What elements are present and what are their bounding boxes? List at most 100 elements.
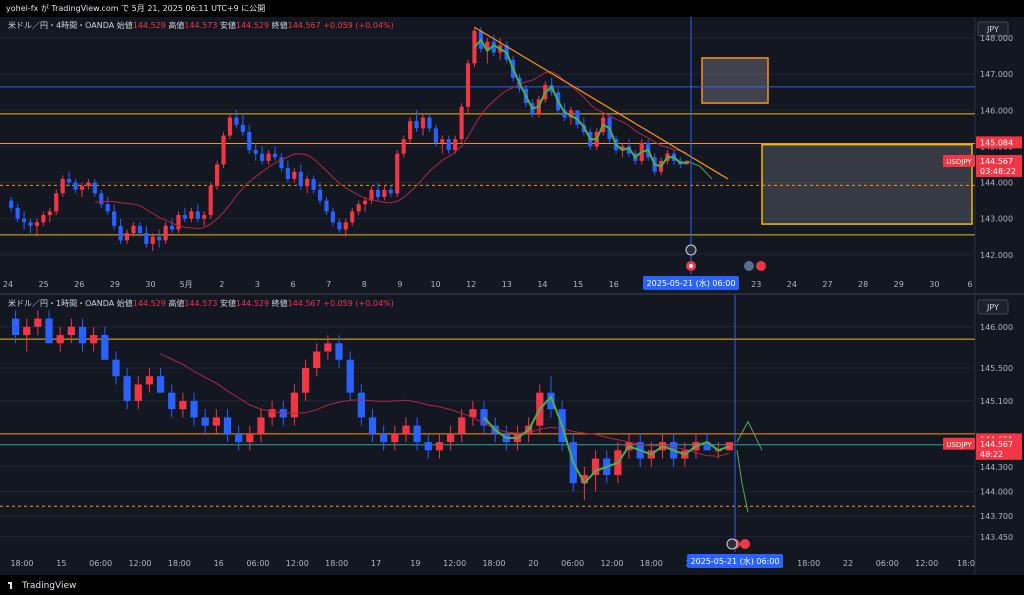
lightning-event-icon (685, 244, 697, 256)
time-tick-label: 22 (843, 559, 853, 568)
candle (60, 175, 65, 197)
candle-body (156, 376, 165, 393)
time-tick-label: 5月 (180, 280, 193, 289)
price-axis-background (975, 295, 1024, 552)
candle-body (292, 171, 297, 179)
level-price-label: 145.084 (980, 138, 1013, 147)
candle-body (472, 30, 477, 64)
candle (459, 103, 464, 143)
candle (212, 409, 220, 434)
price-tick-label: 145.100 (980, 397, 1013, 406)
candle-body (591, 458, 600, 476)
candle-body (92, 182, 97, 194)
candle (446, 135, 451, 154)
time-tick-label: 12 (466, 280, 476, 289)
candle-body (568, 110, 574, 118)
candle (208, 182, 213, 219)
candle (272, 146, 278, 161)
candle-body (202, 215, 207, 219)
candle (28, 218, 33, 234)
time-tick-label: 30 (929, 280, 939, 289)
candle (21, 211, 27, 230)
candle (279, 400, 287, 426)
candle-body (465, 63, 471, 107)
price-tick-label: 143.450 (980, 533, 1013, 542)
time-tick-label: 9 (397, 280, 402, 289)
time-axis-background (0, 274, 1024, 293)
candle-body (15, 207, 20, 219)
candle (150, 233, 155, 252)
crosshair-date-box (687, 554, 783, 568)
candle (266, 150, 271, 165)
candle-body (215, 164, 220, 187)
candle-body (223, 417, 232, 434)
moving-average-line (94, 71, 687, 230)
legend-text: 米ドル／円・4時間・OANDA 始値144.529 高値144.573 安値14… (8, 20, 394, 30)
countdown-label: 48:22 (980, 450, 1003, 459)
candle (215, 160, 220, 190)
candle (395, 150, 400, 197)
crosshair-date-label: 2025-05-21 (水) 06:00 (691, 556, 780, 566)
candle (235, 425, 243, 451)
pane-1[interactable]: 米ドル／円・4時間・OANDA 始値144.529 高値144.573 安値14… (0, 17, 1024, 293)
candle-body (391, 433, 399, 443)
candle-body (190, 400, 198, 418)
candle (382, 186, 387, 201)
candle (131, 222, 136, 237)
candle-body (28, 222, 33, 226)
time-tick-label: 14 (537, 280, 547, 289)
candle (112, 351, 120, 385)
candle-body (34, 222, 40, 226)
candle-body (144, 233, 149, 244)
price-tick-label: 146.000 (980, 323, 1013, 332)
candle (124, 229, 130, 244)
candle (414, 110, 419, 132)
pane-2[interactable]: 米ドル／円・1時間・OANDA 始値144.529 高値144.573 安値14… (0, 295, 1024, 575)
candle-body (311, 178, 316, 190)
candle (41, 211, 46, 226)
candle-body (285, 168, 290, 179)
candle (305, 175, 310, 194)
candle-body (253, 150, 258, 154)
last-price-label: 144.567 (980, 157, 1013, 166)
candle-body (290, 392, 299, 418)
time-tick-label: 24 (3, 280, 13, 289)
candle (67, 171, 72, 187)
candle-body (382, 189, 387, 197)
candle (324, 335, 332, 360)
candle-body (112, 359, 120, 377)
candle-body (195, 211, 200, 219)
candle (157, 229, 162, 248)
currency-box (977, 21, 1009, 37)
candle-body (137, 225, 142, 234)
candle-body (257, 417, 265, 434)
candle-body (118, 225, 123, 241)
candle-body (703, 442, 711, 451)
candle-body (562, 110, 567, 118)
candle-body (401, 139, 406, 154)
candle (350, 207, 355, 226)
candle (99, 189, 104, 208)
candle (357, 384, 365, 426)
candle (413, 417, 421, 451)
candle-body (491, 41, 496, 53)
candle (240, 113, 245, 136)
pane-separator (0, 293, 1024, 295)
candle-body (362, 200, 368, 205)
candle (311, 175, 316, 194)
candle-body (580, 475, 589, 484)
currency-label: JPY (986, 303, 999, 312)
candle-body (9, 200, 14, 208)
event-marker-dot (689, 264, 693, 268)
time-tick-label: 16 (214, 559, 224, 568)
time-tick-label: 29 (110, 280, 120, 289)
candle (402, 417, 410, 443)
symbol-tag-label: USDJPY (946, 158, 972, 166)
candle-body (21, 218, 27, 223)
candle (420, 113, 426, 136)
trendline (474, 26, 729, 180)
time-tick-label: 17 (371, 559, 381, 568)
crosshair-date-label: 2025-05-21 (水) 06:00 (647, 278, 736, 288)
wave-indicator-line (483, 394, 730, 485)
